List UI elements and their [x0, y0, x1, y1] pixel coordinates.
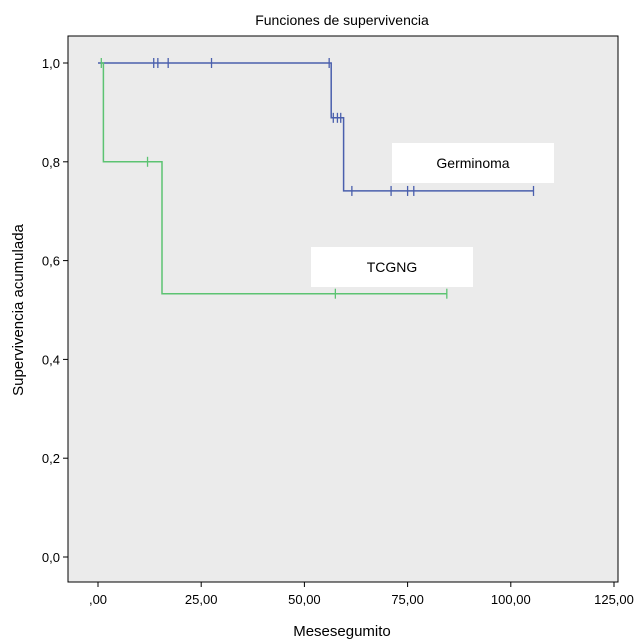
survival-line — [101, 62, 447, 295]
chart-title: Funciones de supervivencia — [255, 12, 429, 28]
y-tick-label: 0,2 — [42, 451, 60, 466]
y-tick-label: 0,6 — [42, 254, 60, 269]
y-tick-label: 0,4 — [42, 352, 60, 367]
x-tick-label: 125,00 — [594, 592, 634, 607]
x-tick-label: 75,00 — [391, 592, 424, 607]
series-tcgng — [100, 58, 448, 299]
label-box-bg — [392, 143, 554, 183]
y-tick-label: 0,8 — [42, 155, 60, 170]
x-tick-label: 50,00 — [288, 592, 321, 607]
y-axis-label: Supervivencia acumulada — [10, 223, 27, 395]
label-box-germinoma: Germinoma — [392, 143, 554, 183]
series-germinoma — [98, 58, 535, 196]
x-tick-label: ,00 — [89, 592, 107, 607]
y-axis: 0,0 0,2 0,4 0,6 0,8 1,0 — [42, 56, 68, 565]
series-labels: Germinoma TCGNG — [311, 143, 554, 287]
x-axis-label: Mesesegumito — [293, 623, 391, 640]
label-box-tcgng: TCGNG — [311, 247, 473, 287]
x-axis: ,00 25,00 50,00 75,00 100,00 125,00 — [89, 582, 634, 607]
series-label-text: Germinoma — [436, 155, 509, 171]
y-tick-label: 1,0 — [42, 56, 60, 71]
series-layer — [98, 58, 535, 299]
x-tick-label: 100,00 — [491, 592, 531, 607]
series-label-text: TCGNG — [367, 259, 418, 275]
y-tick-label: 0,0 — [42, 550, 60, 565]
label-box-bg — [311, 247, 473, 287]
x-tick-label: 25,00 — [185, 592, 218, 607]
